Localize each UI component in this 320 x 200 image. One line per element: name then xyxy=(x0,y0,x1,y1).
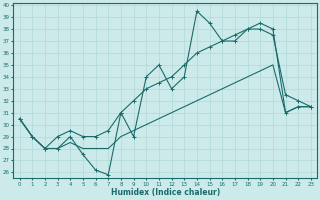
X-axis label: Humidex (Indice chaleur): Humidex (Indice chaleur) xyxy=(111,188,220,197)
